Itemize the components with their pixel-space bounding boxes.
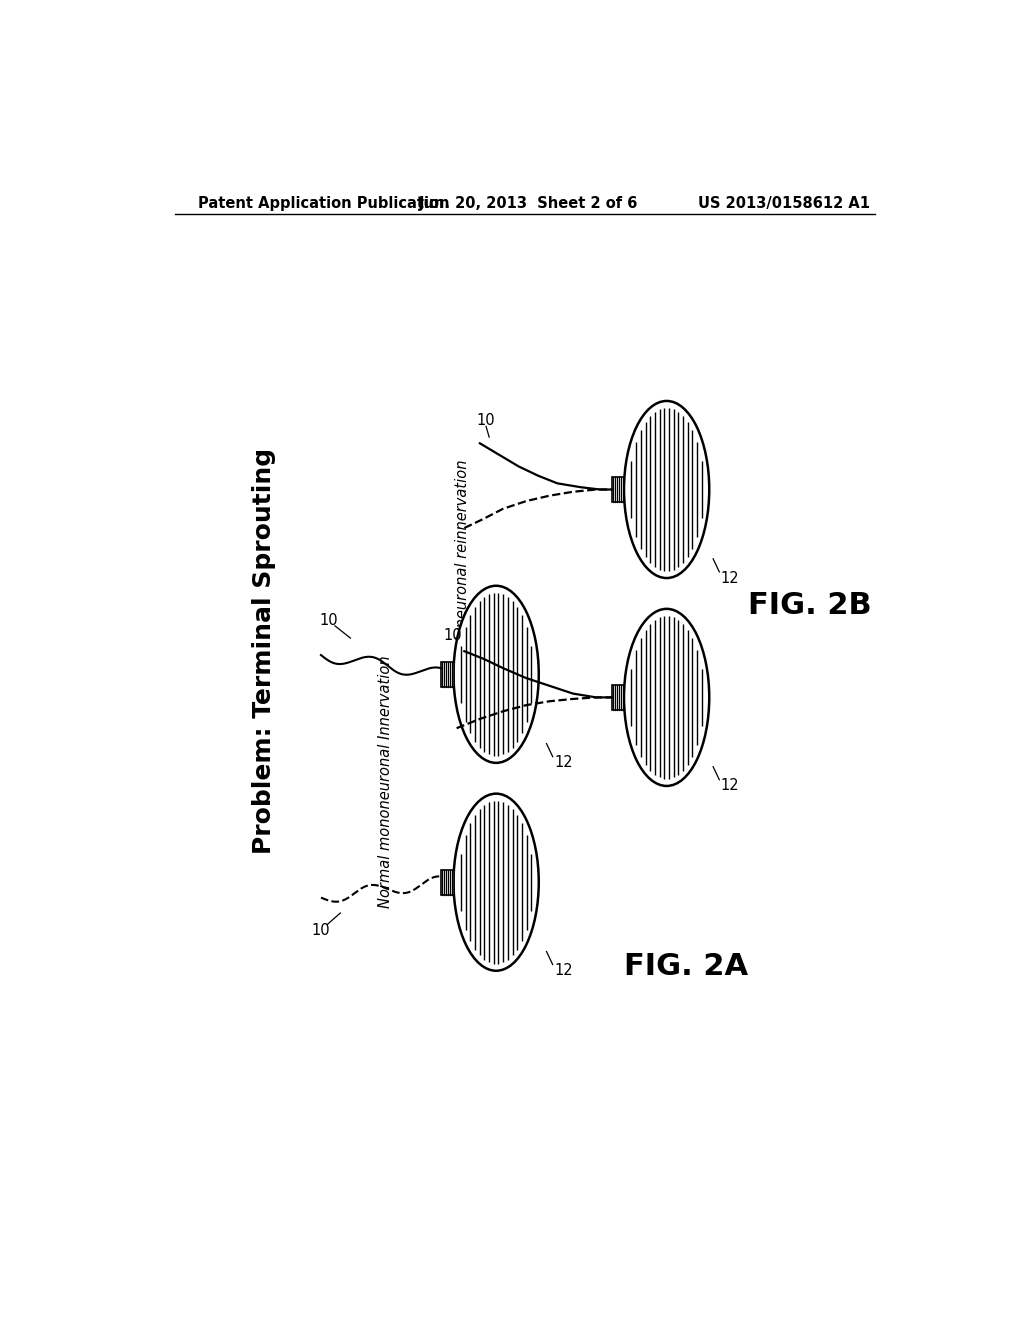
Text: 12: 12: [554, 964, 572, 978]
Ellipse shape: [454, 586, 539, 763]
Ellipse shape: [624, 609, 710, 785]
Text: FIG. 2A: FIG. 2A: [624, 953, 749, 981]
Text: 10: 10: [443, 628, 462, 643]
Text: FIG. 2B: FIG. 2B: [748, 590, 871, 619]
Text: 12: 12: [721, 779, 739, 793]
Text: 10: 10: [311, 923, 331, 939]
Text: Normal mononeuronal Innervation: Normal mononeuronal Innervation: [378, 656, 393, 908]
Bar: [611, 478, 624, 502]
Text: Jun. 20, 2013  Sheet 2 of 6: Jun. 20, 2013 Sheet 2 of 6: [419, 195, 638, 211]
Ellipse shape: [454, 793, 539, 970]
Bar: [611, 685, 624, 710]
Text: Problem: Terminal Sprouting: Problem: Terminal Sprouting: [252, 447, 275, 854]
Bar: [441, 870, 454, 895]
Bar: [611, 685, 624, 710]
Text: 12: 12: [554, 755, 572, 771]
Bar: [441, 870, 454, 895]
Bar: [441, 663, 454, 686]
Text: 10: 10: [477, 413, 496, 428]
Bar: [611, 478, 624, 502]
Text: 12: 12: [721, 570, 739, 586]
Text: Patent Application Publication: Patent Application Publication: [198, 195, 450, 211]
Text: 10: 10: [319, 612, 338, 628]
Text: Polyneuronal reinnervation: Polyneuronal reinnervation: [456, 459, 470, 659]
Text: US 2013/0158612 A1: US 2013/0158612 A1: [697, 195, 869, 211]
Bar: [441, 663, 454, 686]
Ellipse shape: [624, 401, 710, 578]
